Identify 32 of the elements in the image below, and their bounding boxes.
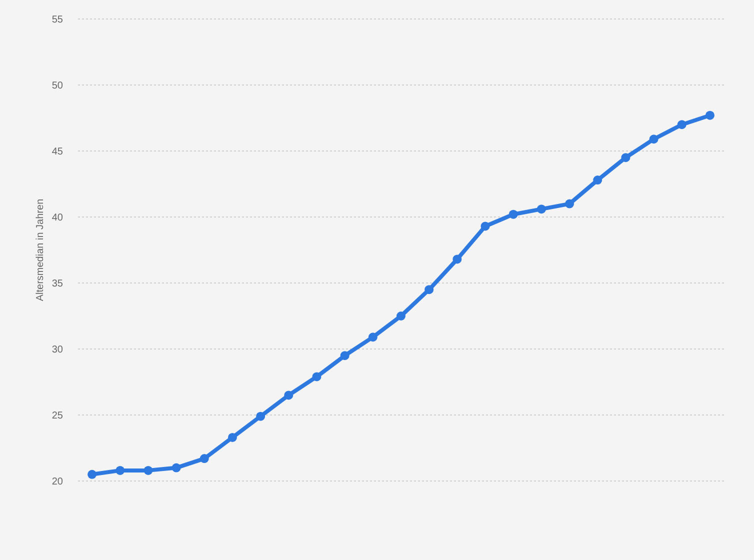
point xyxy=(705,110,714,120)
point xyxy=(621,153,630,162)
point xyxy=(200,454,209,464)
y-tick-label: 25 xyxy=(52,410,64,422)
point xyxy=(480,222,490,231)
point xyxy=(593,176,602,185)
y-tick-label: 50 xyxy=(52,80,64,92)
point xyxy=(116,466,125,475)
y-tick-label: 55 xyxy=(52,14,64,26)
y-tick-label: 45 xyxy=(52,146,64,158)
point xyxy=(228,432,237,442)
point xyxy=(340,351,350,360)
y-tick-label: 20 xyxy=(52,476,64,488)
point xyxy=(256,412,266,421)
point xyxy=(565,199,574,208)
point xyxy=(396,312,406,320)
point xyxy=(424,285,434,294)
point xyxy=(88,470,97,479)
y-axis-title: Altersmedian in Jahren xyxy=(35,198,46,302)
point xyxy=(172,463,181,472)
point xyxy=(649,134,658,144)
y-tick-label: 40 xyxy=(52,212,64,224)
point xyxy=(144,466,153,475)
point xyxy=(284,390,294,400)
point xyxy=(536,204,546,214)
y-tick-label: 35 xyxy=(52,278,64,290)
point xyxy=(508,210,518,219)
point xyxy=(312,372,322,382)
y-tick-label: 30 xyxy=(52,344,64,356)
point xyxy=(677,120,686,130)
point xyxy=(452,254,462,264)
point xyxy=(368,332,378,342)
